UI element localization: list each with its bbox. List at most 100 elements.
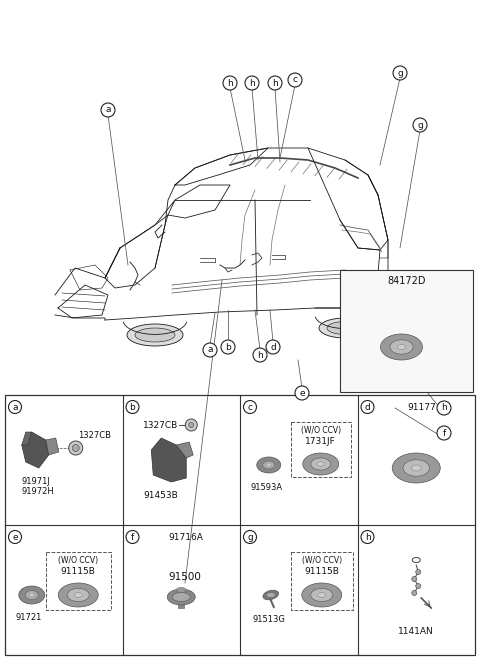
Ellipse shape bbox=[317, 462, 324, 466]
Ellipse shape bbox=[19, 586, 45, 604]
Text: f: f bbox=[443, 428, 445, 438]
Text: g: g bbox=[247, 533, 253, 541]
Circle shape bbox=[243, 530, 256, 543]
Bar bbox=[291, 552, 353, 610]
Circle shape bbox=[393, 66, 407, 80]
Text: 91500: 91500 bbox=[168, 572, 202, 582]
Text: c: c bbox=[292, 76, 298, 85]
Text: (W/O CCV): (W/O CCV) bbox=[302, 556, 342, 566]
Circle shape bbox=[295, 386, 309, 400]
Circle shape bbox=[9, 530, 22, 543]
Text: e: e bbox=[299, 388, 305, 397]
Text: h: h bbox=[257, 350, 263, 359]
Circle shape bbox=[268, 76, 282, 90]
Text: 1141AN: 1141AN bbox=[398, 627, 434, 637]
Ellipse shape bbox=[319, 318, 371, 338]
Circle shape bbox=[412, 591, 417, 595]
Ellipse shape bbox=[311, 589, 333, 602]
Ellipse shape bbox=[403, 460, 430, 476]
Ellipse shape bbox=[381, 334, 422, 360]
Ellipse shape bbox=[411, 465, 421, 471]
Circle shape bbox=[126, 401, 139, 413]
Bar bbox=[178, 598, 184, 608]
Polygon shape bbox=[151, 438, 186, 482]
Text: (W/O CCV): (W/O CCV) bbox=[300, 426, 341, 436]
Text: h: h bbox=[249, 78, 255, 87]
Ellipse shape bbox=[397, 344, 406, 350]
Ellipse shape bbox=[263, 461, 275, 469]
Text: a: a bbox=[12, 403, 18, 411]
Text: d: d bbox=[365, 403, 371, 411]
Text: g: g bbox=[417, 120, 423, 129]
Text: h: h bbox=[441, 403, 447, 413]
Ellipse shape bbox=[167, 589, 195, 605]
Bar bbox=[46, 552, 111, 610]
Ellipse shape bbox=[74, 593, 82, 597]
Text: 91972H: 91972H bbox=[22, 487, 55, 497]
Circle shape bbox=[416, 583, 421, 589]
Text: 91453B: 91453B bbox=[144, 491, 179, 499]
Text: g: g bbox=[397, 68, 403, 78]
Text: a: a bbox=[207, 346, 213, 355]
Text: e: e bbox=[12, 533, 18, 541]
Bar bbox=[291, 422, 351, 477]
Circle shape bbox=[416, 570, 421, 574]
Circle shape bbox=[288, 73, 302, 87]
Ellipse shape bbox=[58, 583, 98, 607]
Ellipse shape bbox=[172, 593, 190, 602]
Ellipse shape bbox=[318, 593, 326, 597]
Circle shape bbox=[412, 576, 417, 581]
Circle shape bbox=[9, 401, 22, 413]
Ellipse shape bbox=[67, 589, 89, 602]
Circle shape bbox=[437, 426, 451, 440]
Ellipse shape bbox=[390, 340, 413, 354]
Text: 1327CB: 1327CB bbox=[143, 420, 179, 430]
Text: 84172D: 84172D bbox=[387, 276, 426, 286]
Circle shape bbox=[101, 103, 115, 117]
Ellipse shape bbox=[302, 583, 342, 607]
Circle shape bbox=[361, 530, 374, 543]
Text: b: b bbox=[225, 342, 231, 351]
Ellipse shape bbox=[303, 453, 339, 475]
Circle shape bbox=[223, 76, 237, 90]
Circle shape bbox=[361, 401, 374, 413]
Circle shape bbox=[245, 76, 259, 90]
Text: f: f bbox=[131, 533, 134, 541]
Circle shape bbox=[185, 419, 197, 431]
Text: 1327CB: 1327CB bbox=[78, 430, 111, 440]
Circle shape bbox=[243, 401, 256, 413]
Circle shape bbox=[126, 530, 139, 543]
Text: h: h bbox=[272, 78, 278, 87]
Text: 91115B: 91115B bbox=[61, 568, 96, 576]
Circle shape bbox=[413, 118, 427, 132]
Circle shape bbox=[72, 445, 79, 451]
Ellipse shape bbox=[311, 458, 331, 470]
Polygon shape bbox=[176, 442, 193, 458]
Ellipse shape bbox=[257, 457, 281, 473]
Text: h: h bbox=[365, 533, 371, 541]
Text: 1731JF: 1731JF bbox=[305, 438, 336, 447]
Circle shape bbox=[253, 348, 267, 362]
Text: (W/O CCV): (W/O CCV) bbox=[58, 556, 98, 566]
Text: c: c bbox=[248, 403, 252, 411]
Ellipse shape bbox=[392, 453, 440, 483]
Text: 91513G: 91513G bbox=[253, 616, 286, 625]
Text: d: d bbox=[270, 342, 276, 351]
Ellipse shape bbox=[25, 591, 38, 599]
Text: 91716A: 91716A bbox=[169, 533, 204, 541]
Text: 91115B: 91115B bbox=[304, 568, 339, 576]
Ellipse shape bbox=[266, 593, 275, 597]
Circle shape bbox=[189, 422, 194, 428]
Ellipse shape bbox=[263, 590, 278, 600]
Circle shape bbox=[203, 343, 217, 357]
Circle shape bbox=[69, 441, 83, 455]
Ellipse shape bbox=[135, 328, 175, 342]
Text: a: a bbox=[105, 106, 111, 114]
Text: h: h bbox=[227, 78, 233, 87]
Text: b: b bbox=[130, 403, 135, 411]
Circle shape bbox=[266, 340, 280, 354]
Text: 91593A: 91593A bbox=[251, 482, 283, 491]
Ellipse shape bbox=[127, 324, 183, 346]
Text: 91721: 91721 bbox=[16, 614, 42, 622]
Polygon shape bbox=[22, 432, 49, 468]
